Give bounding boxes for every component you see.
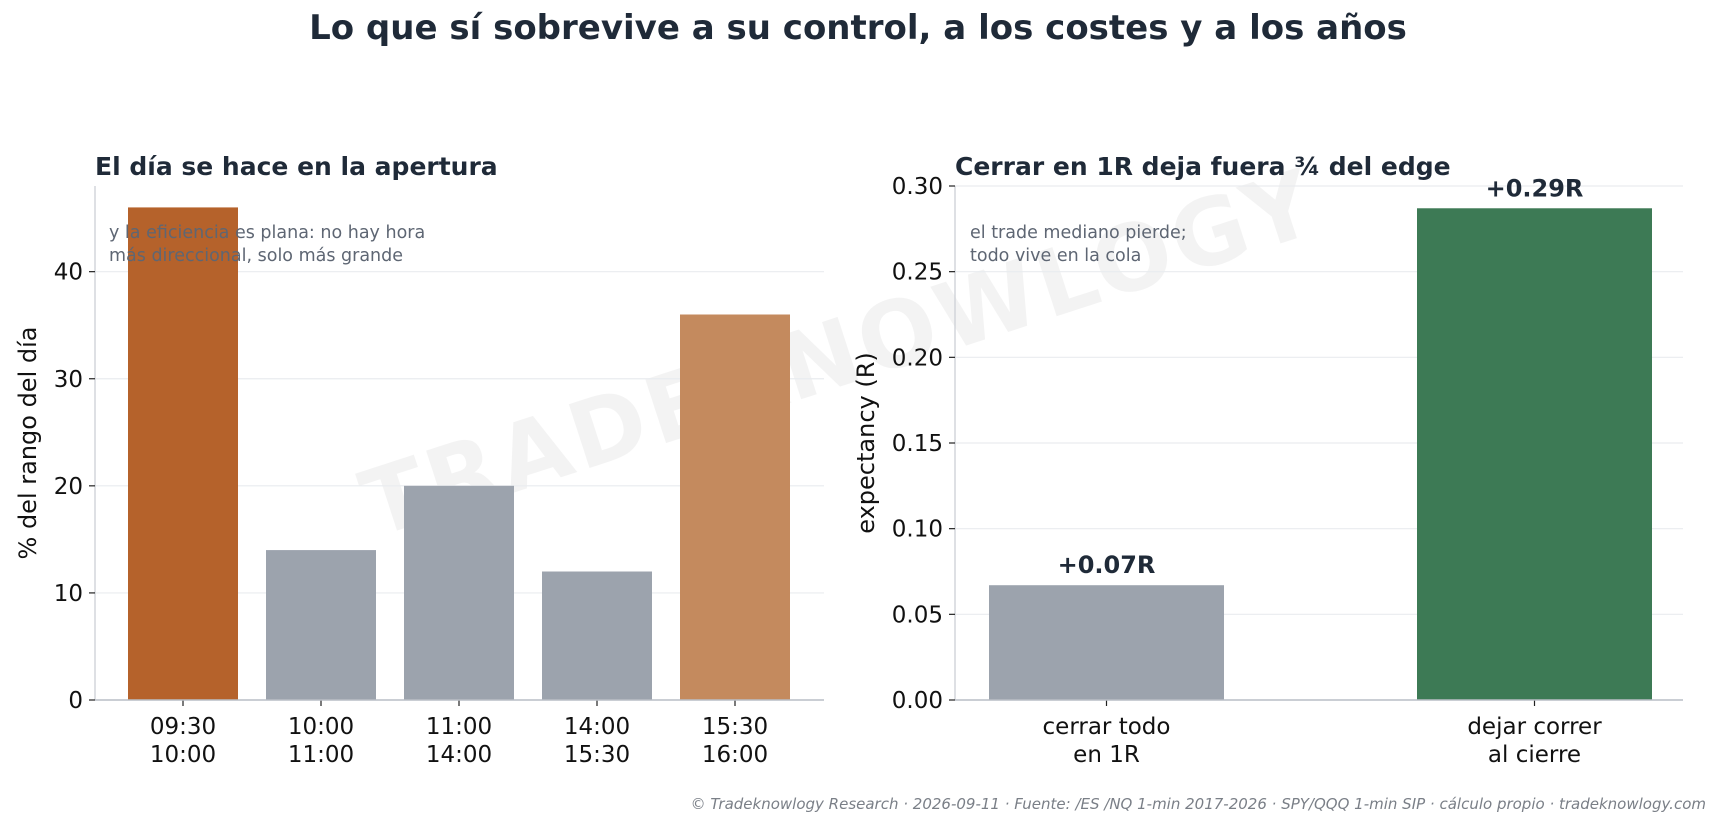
chart2-y-tick-label: 0.20 xyxy=(892,345,943,371)
chart1-y-tick-label: 30 xyxy=(54,367,83,393)
chart2-y-tick-label: 0.05 xyxy=(892,602,943,628)
chart1-annotation: y la eficiencia es plana: no hay hora xyxy=(109,223,425,243)
chart2-y-axis-label: expectancy (R) xyxy=(852,352,880,534)
chart1-y-tick-label: 0 xyxy=(68,688,83,714)
chart1-x-tick-label: 15:30 xyxy=(702,714,768,740)
chart1-y-tick-label: 20 xyxy=(54,474,83,500)
chart2-data-label: +0.07R xyxy=(1058,551,1156,579)
chart1-bar xyxy=(266,550,376,700)
chart1-bar xyxy=(680,314,790,700)
chart2-annotation: el trade mediano pierde; xyxy=(970,223,1187,243)
chart1-y-tick-label: 10 xyxy=(54,581,83,607)
chart1-y-tick-label: 40 xyxy=(54,260,83,286)
chart2-bar xyxy=(1417,208,1652,701)
chart1-bar xyxy=(542,571,652,700)
chart2-x-tick-label: en 1R xyxy=(1073,742,1140,768)
chart2-data-label: +0.29R xyxy=(1486,174,1584,202)
chart2-y-tick-label: 0.30 xyxy=(892,174,943,200)
chart1-x-tick-label: 10:00 xyxy=(288,714,354,740)
chart1-bar xyxy=(404,485,514,700)
chart1-y-axis-label: % del rango del día xyxy=(14,327,42,560)
chart2-y-tick-label: 0.00 xyxy=(892,688,943,714)
chart1-x-tick-label: 09:30 xyxy=(150,714,216,740)
chart2-y-tick-label: 0.25 xyxy=(892,260,943,286)
chart1-x-tick-label: 11:00 xyxy=(426,714,492,740)
chart1-x-tick-label: 10:00 xyxy=(150,742,216,768)
chart1-x-tick-label: 14:00 xyxy=(426,742,492,768)
chart2-y-tick-label: 0.15 xyxy=(892,431,943,457)
chart2-bar xyxy=(989,585,1224,700)
chart1-x-tick-label: 15:30 xyxy=(564,742,630,768)
chart2-title: Cerrar en 1R deja fuera ¾ del edge xyxy=(955,152,1451,181)
chart1-x-tick-label: 11:00 xyxy=(288,742,354,768)
chart1-title: El día se hace en la apertura xyxy=(95,152,498,181)
chart2-annotation: todo vive en la cola xyxy=(970,246,1141,266)
footer-credits: © Tradeknowlogy Research · 2026-09-11 · … xyxy=(690,795,1706,813)
chart1-x-tick-label: 16:00 xyxy=(702,742,768,768)
chart1-annotation: más direccional, solo más grande xyxy=(109,246,403,266)
chart2-y-tick-label: 0.10 xyxy=(892,517,943,543)
chart2-x-tick-label: dejar correr xyxy=(1467,714,1602,740)
chart1-x-tick-label: 14:00 xyxy=(564,714,630,740)
chart1-bar xyxy=(128,207,238,700)
figure-title: Lo que sí sobrevive a su control, a los … xyxy=(309,8,1407,48)
chart2-x-tick-label: al cierre xyxy=(1488,742,1581,768)
chart2-x-tick-label: cerrar todo xyxy=(1043,714,1171,740)
